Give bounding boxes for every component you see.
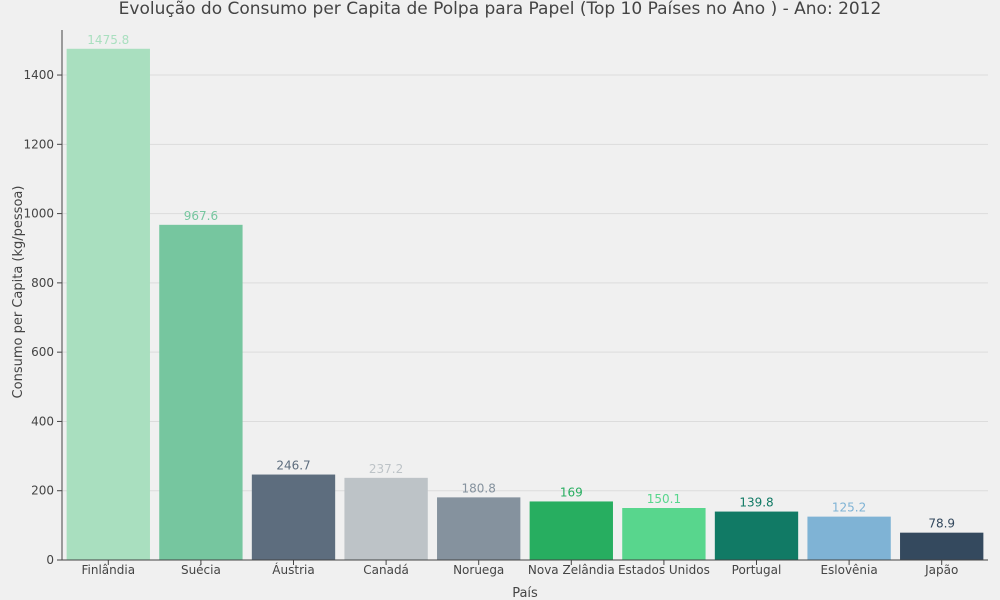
x-tick-label: Suécia — [181, 563, 221, 577]
bars — [66, 48, 984, 561]
bar[interactable] — [159, 224, 243, 560]
bar[interactable] — [66, 48, 150, 561]
bar[interactable] — [622, 508, 706, 560]
x-tick-label: Japão — [924, 563, 958, 577]
x-tick-label: Finlândia — [82, 563, 136, 577]
bar[interactable] — [251, 474, 336, 560]
value-label: 78.9 — [928, 517, 955, 531]
value-labels: 1475.8 967.6 246.7 237.2 180.8 169 150.1 139.8 1… — [87, 33, 955, 531]
value-label: 180.8 — [462, 481, 496, 495]
value-label: 139.8 — [739, 496, 773, 510]
bar[interactable] — [529, 501, 613, 560]
value-label: 169 — [560, 485, 583, 499]
value-label: 150.1 — [647, 492, 681, 506]
y-tick-label: 0 — [46, 553, 54, 567]
bar[interactable] — [714, 511, 799, 560]
x-tick-label: Eslovênia — [820, 563, 877, 577]
bar[interactable] — [900, 532, 984, 560]
y-tick-label: 600 — [31, 345, 54, 359]
x-tick-label: Portugal — [732, 563, 782, 577]
x-tick-label: Noruega — [453, 563, 504, 577]
x-tick-label: Estados Unidos — [618, 563, 710, 577]
axes: 0 200 400 600 800 1000 1200 1400 Finlândia Suécia… — [23, 30, 988, 577]
y-tick-label: 1000 — [23, 207, 54, 221]
y-tick-label: 400 — [31, 414, 54, 428]
bar[interactable] — [344, 477, 428, 560]
value-label: 246.7 — [276, 459, 310, 473]
bar[interactable] — [807, 516, 891, 560]
chart-title: Evolução do Consumo per Capita de Polpa … — [119, 0, 882, 19]
y-tick-label: 1200 — [23, 137, 54, 151]
value-label: 1475.8 — [87, 33, 129, 47]
value-label: 237.2 — [369, 462, 403, 476]
y-tick-label: 800 — [31, 276, 54, 290]
y-tick-label: 200 — [31, 484, 54, 498]
value-label: 125.2 — [832, 501, 866, 515]
value-label: 967.6 — [184, 209, 218, 223]
bar[interactable] — [437, 497, 521, 560]
x-axis-title: País — [512, 586, 538, 600]
x-tick-label: Nova Zelândia — [528, 563, 615, 577]
x-tick-label: Áustria — [272, 562, 314, 577]
x-tick-label: Canadá — [363, 563, 409, 577]
y-axis-title: Consumo per Capita (kg/pessoa) — [11, 186, 26, 399]
y-tick-label: 1400 — [23, 68, 54, 82]
